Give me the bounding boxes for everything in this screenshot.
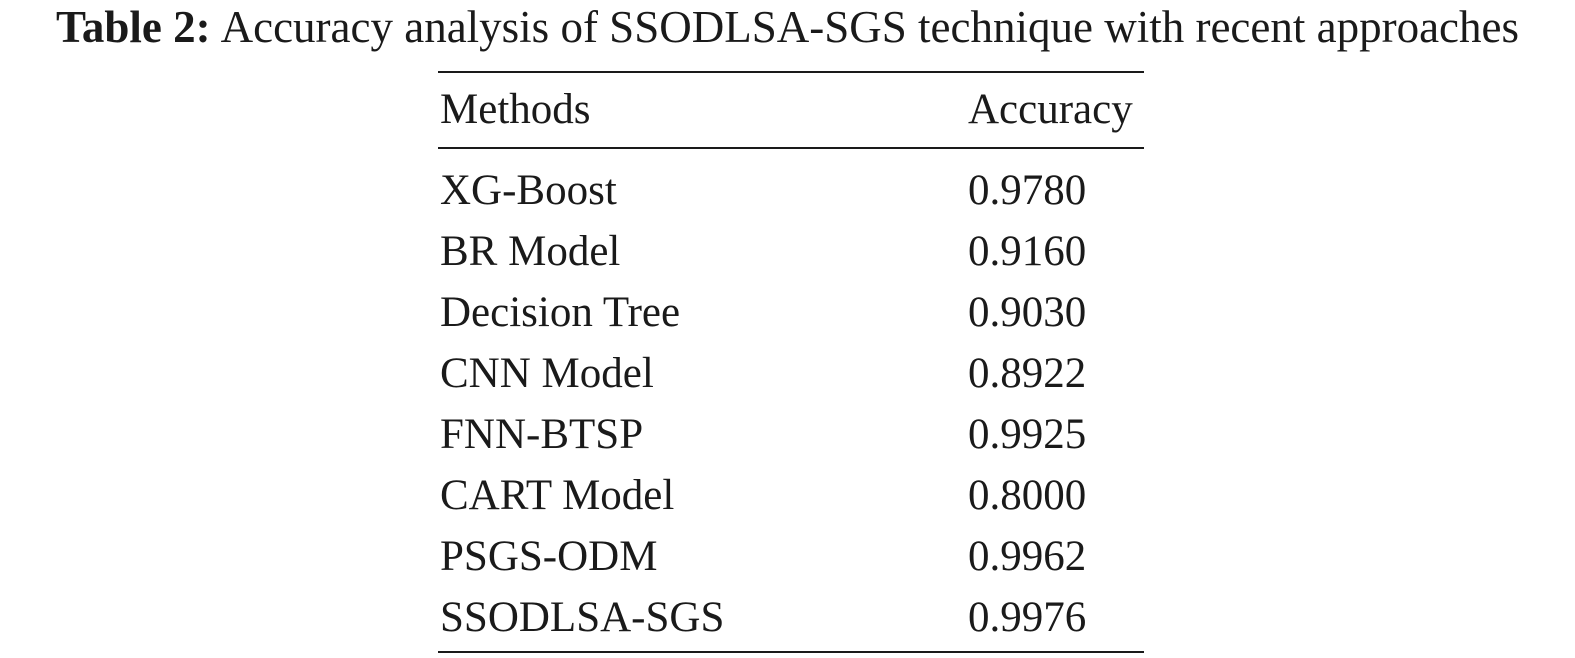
accuracy-cell: 0.9160 xyxy=(968,228,1087,275)
accuracy-cell: 0.8000 xyxy=(968,472,1087,519)
method-cell: FNN-BTSP xyxy=(440,411,644,458)
accuracy-cell: 0.9976 xyxy=(968,594,1087,641)
caption-text: Accuracy analysis of SSODLSA-SGS techniq… xyxy=(220,2,1520,52)
method-cell: Decision Tree xyxy=(440,289,681,336)
table-row: SSODLSA-SGS 0.9976 xyxy=(438,587,1144,648)
method-cell: PSGS-ODM xyxy=(440,533,658,580)
table-row: CART Model 0.8000 xyxy=(438,465,1144,526)
accuracy-cell: 0.9030 xyxy=(968,289,1087,336)
accuracy-cell: 0.9962 xyxy=(968,533,1087,580)
method-cell: SSODLSA-SGS xyxy=(440,594,725,641)
method-cell: CNN Model xyxy=(440,350,654,397)
accuracy-cell: 0.9925 xyxy=(968,411,1087,458)
table-row: Decision Tree 0.9030 xyxy=(438,282,1144,343)
table-row: XG-Boost 0.9780 xyxy=(438,160,1144,221)
header-accuracy: Accuracy xyxy=(968,86,1133,133)
table-row: BR Model 0.9160 xyxy=(438,221,1144,282)
table-row: CNN Model 0.8922 xyxy=(438,343,1144,404)
table-caption: Table 2: Accuracy analysis of SSODLSA-SGS… xyxy=(0,0,1575,54)
header-methods: Methods xyxy=(440,86,591,133)
method-cell: CART Model xyxy=(440,472,675,519)
accuracy-cell: 0.9780 xyxy=(968,167,1087,214)
table-body: XG-Boost 0.9780 BR Model 0.9160 Decision… xyxy=(438,149,1144,651)
accuracy-cell: 0.8922 xyxy=(968,350,1087,397)
method-cell: BR Model xyxy=(440,228,621,275)
accuracy-table: Methods Accuracy XG-Boost 0.9780 BR Mode… xyxy=(438,71,1144,653)
method-cell: XG-Boost xyxy=(440,167,617,214)
table-row: PSGS-ODM 0.9962 xyxy=(438,526,1144,587)
table-header-row: Methods Accuracy xyxy=(438,73,1144,149)
caption-label: Table 2: xyxy=(55,2,211,52)
table-row: FNN-BTSP 0.9925 xyxy=(438,404,1144,465)
